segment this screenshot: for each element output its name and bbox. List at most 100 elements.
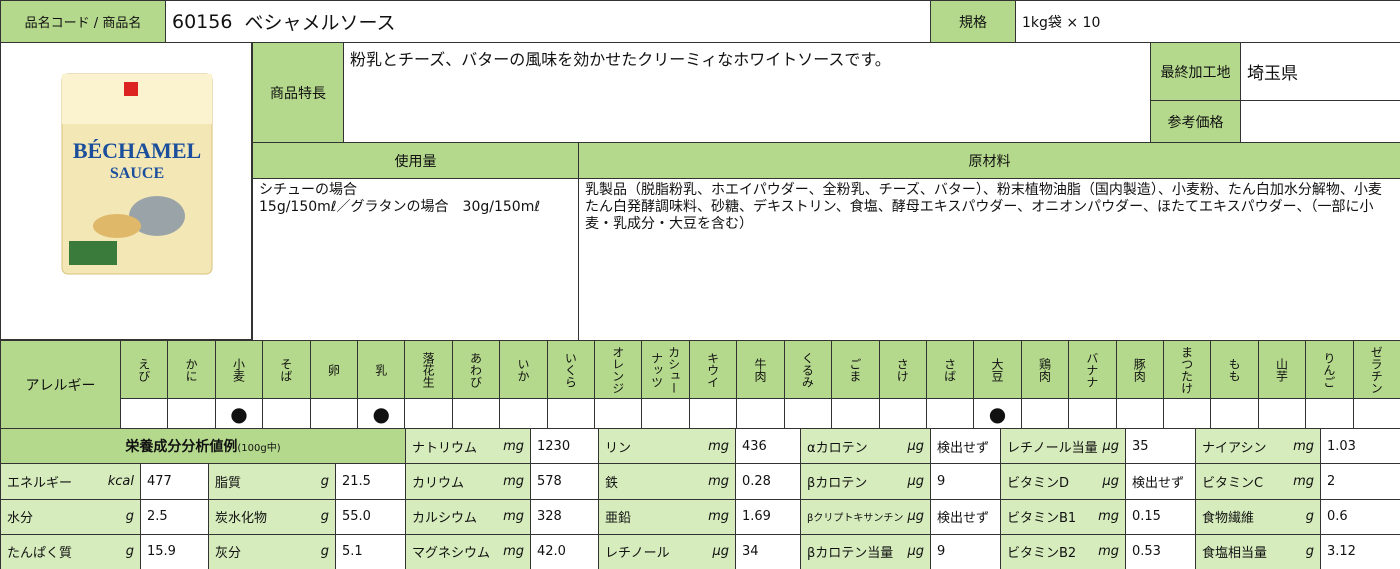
nutrient-value: 9 <box>930 533 1001 569</box>
nutrient-name-cell: ビタミンB2 mg <box>1000 533 1126 569</box>
nutrient-name: αカロテン <box>807 440 868 456</box>
allergen-name: もも <box>1210 340 1259 399</box>
allergen-name: 卵 <box>309 340 359 399</box>
nutrient-name: ナトリウム <box>412 440 478 456</box>
allergen-mark-cell <box>831 398 880 429</box>
package-top <box>62 74 212 124</box>
nutrient-name: 炭水化物 <box>215 511 268 527</box>
nutrient-unit: μg <box>907 473 924 489</box>
allergen-name: そば <box>262 340 311 399</box>
nutrient-name: 鉄 <box>605 475 619 491</box>
allergen-mark-cell <box>451 398 501 429</box>
allergen-mark-cell <box>736 398 785 429</box>
nutrient-name-cell: ビタミンB1 mg <box>1000 498 1126 535</box>
nutrient-name-cell: カリウム mg <box>405 463 531 500</box>
allergen-name: くるみ <box>783 340 833 399</box>
usage-text: シチューの場合 15g/150mℓ／グラタンの場合 30g/150mℓ <box>252 178 579 341</box>
nutrient-value: 検出せず <box>930 428 1001 465</box>
nutrient-name: カルシウム <box>412 511 478 527</box>
nutrient-unit: mg <box>708 473 729 489</box>
origin-label: 最終加工地 <box>1150 42 1241 101</box>
allergen-name: 大豆 <box>973 340 1022 399</box>
nutrient-value: 0.53 <box>1125 533 1196 569</box>
allergen-name: いか <box>499 340 548 399</box>
nutrient-value: 436 <box>735 428 801 465</box>
nutrient-name: 食塩相当量 <box>1202 546 1268 562</box>
nutrient-name: 亜鉛 <box>605 511 632 527</box>
nutrient-value: 15.9 <box>140 533 209 569</box>
food <box>93 214 141 238</box>
nutrient-unit: mg <box>708 438 729 454</box>
nutrient-unit: g <box>320 473 329 489</box>
nutrient-value: 42.0 <box>530 533 599 569</box>
nutrient-unit: g <box>125 509 134 525</box>
nutrient-unit: μg <box>907 438 924 454</box>
product-image: BÉCHAMEL SAUCE <box>61 73 213 275</box>
nutrient-name: エネルギー <box>7 475 73 491</box>
price-label: 参考価格 <box>1150 100 1241 143</box>
allergen-mark-cell <box>120 398 169 429</box>
nutrient-name-cell: 亜鉛 mg <box>598 498 736 535</box>
allergen-mark-cell <box>878 398 927 429</box>
allergen-name: かに <box>167 340 216 399</box>
nutrient-value: 1.69 <box>735 498 801 535</box>
allergen-mark-cell <box>1210 398 1259 429</box>
nutrient-name: βカロテン <box>807 475 868 491</box>
nutrient-name: βカロテン当量 <box>807 546 894 562</box>
allergen-mark: ● <box>230 401 248 426</box>
nutrient-name: レチノール <box>605 546 670 562</box>
nutrient-name: 食物繊維 <box>1202 511 1255 527</box>
nutrient-unit: mg <box>503 544 524 560</box>
allergen-name: さば <box>925 340 975 399</box>
allergen-name: りんご <box>1305 340 1354 399</box>
allergen-mark-cell <box>641 398 690 429</box>
nutrient-name: ナイアシン <box>1202 440 1267 456</box>
nutrient-unit: mg <box>503 509 524 525</box>
nutrient-unit: mg <box>503 438 524 454</box>
nutrient-unit: g <box>320 544 329 560</box>
usage-label: 使用量 <box>252 142 579 179</box>
nutrient-value: 34 <box>735 533 801 569</box>
nutrient-unit: g <box>1305 509 1314 525</box>
allergen-name: 小麦 <box>214 340 264 399</box>
allergen-name: まつたけ <box>1162 340 1212 399</box>
nutrition-title: 栄養成分分析値例 (100g中) <box>0 428 406 465</box>
allergen-mark-cell <box>1068 398 1117 429</box>
ingredients-label: 原材料 <box>578 142 1400 179</box>
allergen-mark-cell <box>167 398 216 429</box>
allergen-mark-cell <box>594 398 643 429</box>
nutrient-name-cell: αカロテン μg <box>800 428 931 465</box>
allergen-mark-cell <box>309 398 359 429</box>
nutrient-unit: g <box>125 544 134 560</box>
price-value <box>1240 100 1400 143</box>
nutrient-name-cell: 水分 g <box>0 498 141 535</box>
nutrient-name: 水分 <box>7 511 34 527</box>
nutrient-name-cell: 炭水化物 g <box>208 498 336 535</box>
allergen-mark-cell <box>783 398 833 429</box>
allergen-name: バナナ <box>1068 340 1117 399</box>
allergen-mark-cell <box>1020 398 1070 429</box>
allergen-name: えび <box>120 340 169 399</box>
allergen-name: 豚肉 <box>1115 340 1164 399</box>
nutrient-name: レチノール当量 <box>1007 440 1098 456</box>
label-box <box>69 241 117 265</box>
nutrient-value: 9 <box>930 463 1001 500</box>
allergen-name: オレンジ <box>594 340 643 399</box>
nutrient-name-cell: 鉄 mg <box>598 463 736 500</box>
nutrient-value: 35 <box>1125 428 1196 465</box>
nutrient-name: ビタミンC <box>1202 475 1264 491</box>
allergen-name: キウイ <box>688 340 738 399</box>
nutrient-name-cell: 食塩相当量 g <box>1195 533 1321 569</box>
origin-value: 埼玉県 <box>1240 42 1400 101</box>
nutrient-name-cell: ビタミンD μg <box>1000 463 1126 500</box>
nutrient-name: ビタミンD <box>1007 475 1070 491</box>
nutrient-value: 2.5 <box>140 498 209 535</box>
allergen-mark: ● <box>372 401 390 426</box>
nutrient-name: ビタミンB1 <box>1007 511 1077 527</box>
nutrient-value: 55.0 <box>335 498 406 535</box>
product-name: ベシャメルソース <box>244 12 396 34</box>
nutrient-name-cell: 食物繊維 g <box>1195 498 1321 535</box>
pot <box>129 196 185 236</box>
nutrient-value: 検出せず <box>1125 463 1196 500</box>
